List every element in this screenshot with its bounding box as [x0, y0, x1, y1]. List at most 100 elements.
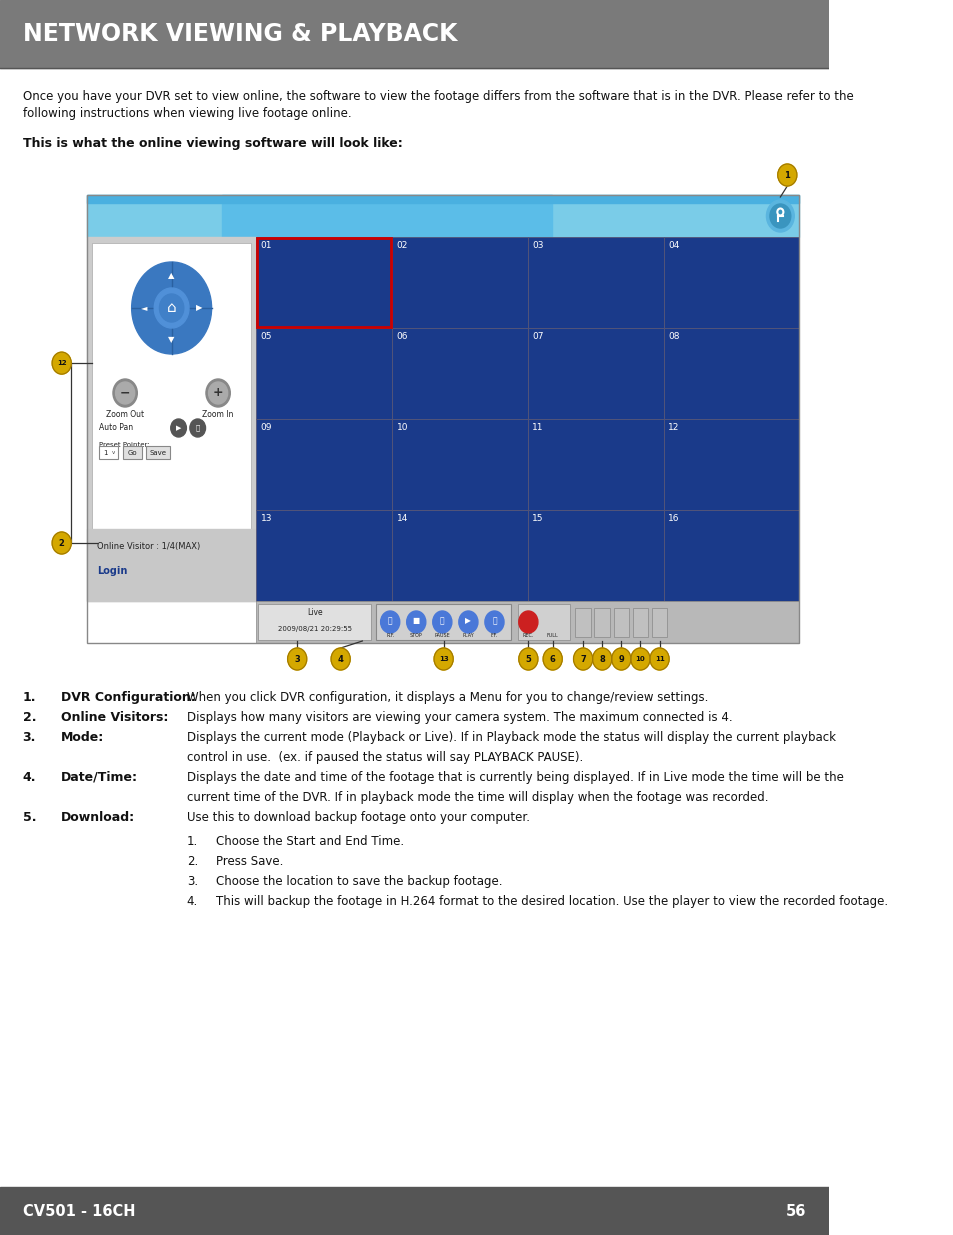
Text: Zoom Out: Zoom Out [106, 410, 144, 419]
Text: ▶: ▶ [176, 425, 181, 431]
Text: 1.: 1. [187, 835, 198, 848]
Text: CV501 - 16CH: CV501 - 16CH [23, 1203, 135, 1219]
Text: v: v [112, 451, 115, 456]
Bar [221, 195, 551, 237]
Text: 01: 01 [260, 241, 272, 249]
Text: Use this to download backup footage onto your computer.: Use this to download backup footage onto… [187, 811, 529, 824]
Text: 2009/08/21 20:29:55: 2009/08/21 20:29:55 [277, 626, 352, 632]
Text: 2.: 2. [23, 711, 36, 724]
Text: ⏮: ⏮ [388, 616, 392, 625]
Text: 12: 12 [57, 361, 67, 366]
Text: 56: 56 [785, 1203, 805, 1219]
Bar [375, 604, 511, 640]
Text: 13: 13 [438, 656, 448, 662]
Circle shape [132, 262, 212, 354]
Bar [146, 446, 171, 459]
Text: ⏸: ⏸ [195, 425, 200, 431]
Bar [256, 237, 392, 329]
Bar [87, 195, 799, 203]
Text: 08: 08 [667, 332, 679, 341]
Text: following instructions when viewing live footage online.: following instructions when viewing live… [23, 107, 351, 120]
Circle shape [112, 379, 137, 408]
Text: 3.: 3. [23, 731, 36, 743]
Circle shape [380, 611, 399, 634]
Bar [527, 237, 663, 329]
Text: 14: 14 [396, 514, 408, 522]
Text: This will backup the footage in H.264 format to the desired location. Use the pl: This will backup the footage in H.264 fo… [215, 895, 886, 908]
Circle shape [331, 648, 350, 671]
Bar [527, 419, 663, 510]
Bar [258, 604, 371, 640]
Text: ▼: ▼ [168, 336, 174, 345]
Text: 07: 07 [532, 332, 543, 341]
Bar [392, 237, 527, 329]
Text: This is what the online viewing software will look like:: This is what the online viewing software… [23, 137, 402, 149]
Text: DVR Configuration:: DVR Configuration: [61, 692, 195, 704]
Bar [87, 195, 799, 237]
Bar [663, 237, 799, 329]
Text: 16: 16 [667, 514, 679, 522]
Text: 5: 5 [525, 655, 531, 663]
Bar [594, 608, 609, 637]
Text: 4.: 4. [23, 771, 36, 784]
Text: R.F.: R.F. [386, 634, 394, 638]
Text: ⏸: ⏸ [439, 616, 444, 625]
Text: 9: 9 [618, 655, 623, 663]
Circle shape [154, 288, 189, 329]
Text: 8: 8 [598, 655, 604, 663]
Bar [663, 510, 799, 601]
Text: 11: 11 [654, 656, 663, 662]
Text: Download:: Download: [61, 811, 134, 824]
Circle shape [434, 648, 453, 671]
Bar [575, 608, 590, 637]
Text: F.F.: F.F. [491, 634, 497, 638]
Circle shape [573, 648, 592, 671]
Circle shape [190, 419, 205, 437]
Text: Live: Live [307, 609, 322, 618]
Text: Login: Login [97, 566, 128, 576]
Text: 3: 3 [294, 655, 300, 663]
Circle shape [52, 532, 71, 555]
Text: −: − [120, 387, 131, 399]
Bar [392, 510, 527, 601]
Bar [663, 329, 799, 419]
Text: 1: 1 [103, 450, 108, 456]
Bar [517, 604, 570, 640]
Text: Mode:: Mode: [61, 731, 104, 743]
Text: 04: 04 [667, 241, 679, 249]
Text: Once you have your DVR set to view online, the software to view the footage diff: Once you have your DVR set to view onlin… [23, 90, 852, 103]
Bar [99, 446, 118, 459]
Bar [256, 601, 799, 643]
Text: NETWORK VIEWING & PLAYBACK: NETWORK VIEWING & PLAYBACK [23, 22, 456, 46]
Text: FULL: FULL [546, 634, 558, 638]
Circle shape [288, 648, 307, 671]
Text: Auto Pan: Auto Pan [99, 424, 133, 432]
Circle shape [52, 352, 71, 374]
Text: Displays how many visitors are viewing your camera system. The maximum connected: Displays how many visitors are viewing y… [187, 711, 732, 724]
Bar [87, 195, 799, 643]
Circle shape [209, 382, 228, 404]
Text: Online Visitor : 1/4(MAX): Online Visitor : 1/4(MAX) [97, 541, 200, 551]
Text: Displays the current mode (Playback or Live). If in Playback mode the status wil: Displays the current mode (Playback or L… [187, 731, 835, 743]
Circle shape [458, 611, 477, 634]
Text: Save: Save [150, 450, 167, 456]
Text: control in use.  (ex. if paused the status will say PLAYBACK PAUSE).: control in use. (ex. if paused the statu… [187, 751, 582, 764]
Text: 4: 4 [337, 655, 343, 663]
Circle shape [611, 648, 630, 671]
Bar [613, 608, 628, 637]
Circle shape [406, 611, 425, 634]
Circle shape [649, 648, 668, 671]
Bar [0, 0, 828, 68]
Bar [632, 608, 648, 637]
Bar [663, 419, 799, 510]
Text: ◄: ◄ [140, 304, 147, 312]
Bar [651, 608, 667, 637]
Text: 1.: 1. [23, 692, 36, 704]
Bar [0, 1187, 828, 1235]
Circle shape [206, 379, 230, 408]
Text: 7: 7 [579, 655, 585, 663]
Text: Press Save.: Press Save. [215, 855, 283, 868]
Text: PLAY: PLAY [462, 634, 474, 638]
Text: current time of the DVR. If in playback mode the time will display when the foot: current time of the DVR. If in playback … [187, 790, 767, 804]
Circle shape [484, 611, 503, 634]
